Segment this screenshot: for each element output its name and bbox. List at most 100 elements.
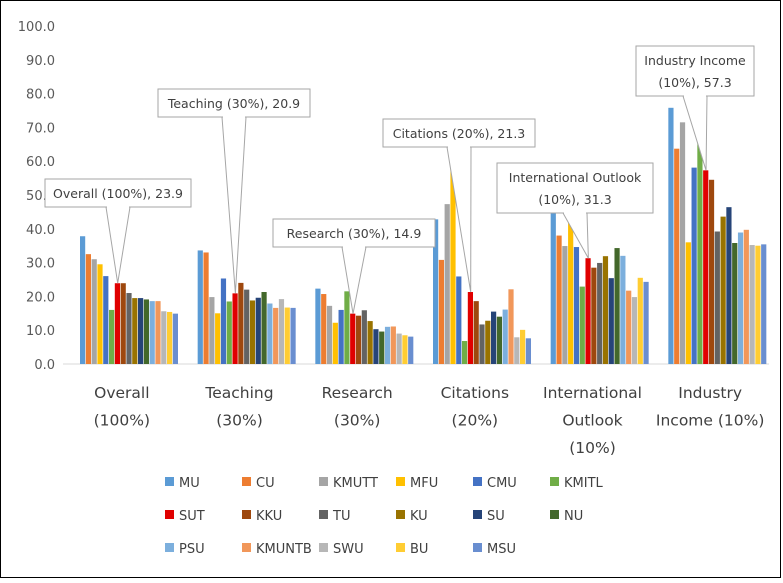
category-label: (20%) [452,412,499,430]
category-label: (100%) [94,412,150,430]
bar-mfu [332,322,338,364]
legend-label: TU [332,509,350,524]
bar-nu [614,248,620,364]
bar-kmutt [562,246,568,364]
callout-box [382,118,536,148]
callouts: Overall (100%), 23.9 Teaching (30%), 20.9… [44,45,755,314]
bar-nu [732,243,738,364]
bar-kmitl [697,76,703,364]
category-label: Citations [441,384,509,402]
bar-mfu [568,210,574,364]
bar-mfu [450,149,456,364]
bar-msu [761,244,767,364]
bar-ku [367,321,373,364]
bar-su [726,207,732,364]
bar-kmuntb [390,326,396,364]
legend-swatch-cmu [473,477,482,486]
bar-bu [284,307,290,364]
bar-ku [720,216,726,364]
bar-ku [602,256,609,364]
y-tick-label: 90.0 [26,54,55,69]
bar-kmutt [679,122,686,364]
category-label: Industry [678,384,742,402]
bar-su [255,297,261,364]
callout-label: Citations (20%), 21.3 [393,126,526,141]
bar-tu [714,231,720,364]
bar-swu [749,245,755,364]
bar-cmu [456,276,462,364]
bar-cmu [573,247,580,364]
bar-kku [591,267,597,364]
bar-cmu [691,167,697,364]
bar-mu [197,250,203,364]
legend-label: BU [410,542,428,557]
bar-msu [643,281,649,364]
bar-kmuntb [508,289,514,364]
bar-sut [114,283,120,364]
bar-mu [550,211,556,364]
y-axis-ticks: 0.010.020.030.040.050.060.070.080.090.01… [18,20,55,373]
callout-label: (10%), 57.3 [658,75,731,90]
bar-bu [167,311,173,364]
bar-sut [467,292,473,364]
bar-psu [502,309,508,364]
bar-psu [620,255,626,364]
bar-kmitl [226,301,232,364]
bar-cmu [220,278,227,364]
bar-mfu [97,264,103,364]
y-tick-label: 20.0 [26,290,55,305]
legend-label: CU [256,476,275,491]
bar-swu [631,297,638,364]
bar-kmuntb [626,290,632,364]
legend-label: MSU [487,542,516,557]
legend-label: KU [410,509,428,524]
bar-kmutt [209,297,215,364]
bar-mfu [215,313,221,364]
callout-box [496,162,654,214]
legend-label: CMU [487,476,517,491]
bar-series [80,76,767,365]
legend-swatch-mfu [396,477,405,486]
bar-mu [80,236,86,364]
bar-swu [278,299,285,364]
bar-nu [143,299,149,364]
bar-tu [126,293,132,364]
legend-swatch-bu [396,543,405,552]
legend-swatch-mu [165,477,174,486]
bar-psu [384,326,391,364]
bar-cmu [103,276,109,364]
legend-swatch-cu [242,477,251,486]
bar-sut [232,293,238,364]
legend-swatch-sut [165,510,174,519]
bar-msu [172,313,178,364]
legend-label: SUT [179,509,205,524]
bar-su [373,329,379,364]
bar-bu [755,245,761,364]
bar-ku [249,300,256,364]
legend-label: SWU [333,542,364,557]
callout-label: Teaching (30%), 20.9 [167,96,300,111]
bar-ku [485,320,491,364]
y-tick-label: 60.0 [26,155,55,170]
category-label: Research [322,384,393,402]
bar-kmitl [579,286,585,364]
legend-label: KMUTT [333,476,378,491]
bar-tu [479,324,485,364]
bar-psu [737,232,744,364]
bar-cu [674,148,680,364]
y-tick-label: 80.0 [26,88,55,103]
bar-swu [161,311,167,364]
legend-swatch-msu [473,543,482,552]
legend-label: SU [487,509,505,524]
y-tick-label: 70.0 [26,121,55,136]
bar-kmuntb [743,229,749,364]
legend-swatch-kmitl [550,477,559,486]
bar-sut [350,313,356,364]
legend-swatch-kku [242,510,251,519]
bar-cmu [338,309,344,364]
category-label: (30%) [216,412,263,430]
legend-label: KKU [256,509,282,524]
callout-label: International Outlook [509,170,642,185]
bar-tu [244,289,250,364]
